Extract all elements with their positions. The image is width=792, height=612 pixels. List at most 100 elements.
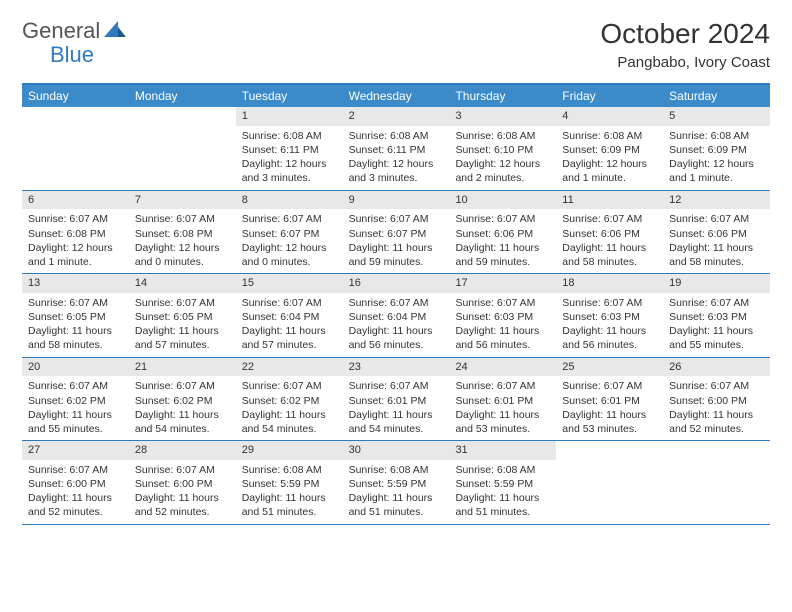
daylight-line: Daylight: 11 hours and 56 minutes. bbox=[562, 324, 657, 352]
sunrise-line: Sunrise: 6:07 AM bbox=[669, 212, 764, 226]
daylight-line: Daylight: 11 hours and 58 minutes. bbox=[28, 324, 123, 352]
dow-cell: Wednesday bbox=[343, 85, 450, 107]
day-body: Sunrise: 6:07 AMSunset: 6:06 PMDaylight:… bbox=[449, 209, 556, 273]
logo-triangle-icon bbox=[104, 21, 126, 42]
day-cell: 20Sunrise: 6:07 AMSunset: 6:02 PMDayligh… bbox=[22, 358, 129, 441]
logo: General bbox=[22, 18, 128, 44]
daylight-line: Daylight: 11 hours and 55 minutes. bbox=[28, 408, 123, 436]
daylight-line: Daylight: 11 hours and 57 minutes. bbox=[135, 324, 230, 352]
day-cell: 29Sunrise: 6:08 AMSunset: 5:59 PMDayligh… bbox=[236, 441, 343, 524]
sunset-line: Sunset: 6:03 PM bbox=[562, 310, 657, 324]
day-cell: 11Sunrise: 6:07 AMSunset: 6:06 PMDayligh… bbox=[556, 191, 663, 274]
week-row: 13Sunrise: 6:07 AMSunset: 6:05 PMDayligh… bbox=[22, 274, 770, 358]
day-number: 20 bbox=[22, 358, 129, 377]
daylight-line: Daylight: 11 hours and 51 minutes. bbox=[242, 491, 337, 519]
dow-cell: Friday bbox=[556, 85, 663, 107]
week-row: 6Sunrise: 6:07 AMSunset: 6:08 PMDaylight… bbox=[22, 191, 770, 275]
sunrise-line: Sunrise: 6:07 AM bbox=[135, 296, 230, 310]
sunrise-line: Sunrise: 6:08 AM bbox=[669, 129, 764, 143]
daylight-line: Daylight: 12 hours and 2 minutes. bbox=[455, 157, 550, 185]
day-body: Sunrise: 6:07 AMSunset: 6:03 PMDaylight:… bbox=[449, 293, 556, 357]
day-cell: 4Sunrise: 6:08 AMSunset: 6:09 PMDaylight… bbox=[556, 107, 663, 190]
day-body: Sunrise: 6:07 AMSunset: 6:00 PMDaylight:… bbox=[22, 460, 129, 524]
day-body: Sunrise: 6:08 AMSunset: 5:59 PMDaylight:… bbox=[449, 460, 556, 524]
sunset-line: Sunset: 6:08 PM bbox=[28, 227, 123, 241]
day-body: Sunrise: 6:07 AMSunset: 6:06 PMDaylight:… bbox=[663, 209, 770, 273]
day-number: 2 bbox=[343, 107, 450, 126]
day-body: Sunrise: 6:07 AMSunset: 6:03 PMDaylight:… bbox=[663, 293, 770, 357]
sunrise-line: Sunrise: 6:08 AM bbox=[455, 129, 550, 143]
sunset-line: Sunset: 6:03 PM bbox=[669, 310, 764, 324]
day-number: 15 bbox=[236, 274, 343, 293]
calendar: SundayMondayTuesdayWednesdayThursdayFrid… bbox=[22, 83, 770, 525]
day-body: Sunrise: 6:07 AMSunset: 6:01 PMDaylight:… bbox=[449, 376, 556, 440]
sunrise-line: Sunrise: 6:08 AM bbox=[455, 463, 550, 477]
day-body: Sunrise: 6:07 AMSunset: 6:04 PMDaylight:… bbox=[343, 293, 450, 357]
location: Pangbabo, Ivory Coast bbox=[600, 54, 770, 71]
day-number: 12 bbox=[663, 191, 770, 210]
sunrise-line: Sunrise: 6:07 AM bbox=[455, 212, 550, 226]
sunset-line: Sunset: 6:05 PM bbox=[28, 310, 123, 324]
sunset-line: Sunset: 6:08 PM bbox=[135, 227, 230, 241]
day-cell: 12Sunrise: 6:07 AMSunset: 6:06 PMDayligh… bbox=[663, 191, 770, 274]
day-cell: 27Sunrise: 6:07 AMSunset: 6:00 PMDayligh… bbox=[22, 441, 129, 524]
day-number: 5 bbox=[663, 107, 770, 126]
day-cell: 6Sunrise: 6:07 AMSunset: 6:08 PMDaylight… bbox=[22, 191, 129, 274]
day-number: 31 bbox=[449, 441, 556, 460]
day-cell: 30Sunrise: 6:08 AMSunset: 5:59 PMDayligh… bbox=[343, 441, 450, 524]
sunset-line: Sunset: 6:02 PM bbox=[28, 394, 123, 408]
days-of-week-row: SundayMondayTuesdayWednesdayThursdayFrid… bbox=[22, 85, 770, 107]
day-body: Sunrise: 6:07 AMSunset: 6:01 PMDaylight:… bbox=[343, 376, 450, 440]
day-number: 27 bbox=[22, 441, 129, 460]
logo-text-general: General bbox=[22, 18, 100, 44]
day-number: 4 bbox=[556, 107, 663, 126]
day-cell: 17Sunrise: 6:07 AMSunset: 6:03 PMDayligh… bbox=[449, 274, 556, 357]
day-cell: 26Sunrise: 6:07 AMSunset: 6:00 PMDayligh… bbox=[663, 358, 770, 441]
logo-text-blue-wrap: Blue bbox=[22, 42, 94, 68]
sunset-line: Sunset: 6:00 PM bbox=[669, 394, 764, 408]
week-row: 20Sunrise: 6:07 AMSunset: 6:02 PMDayligh… bbox=[22, 358, 770, 442]
day-body: Sunrise: 6:08 AMSunset: 5:59 PMDaylight:… bbox=[343, 460, 450, 524]
sunrise-line: Sunrise: 6:07 AM bbox=[135, 379, 230, 393]
daylight-line: Daylight: 12 hours and 3 minutes. bbox=[349, 157, 444, 185]
day-cell: 7Sunrise: 6:07 AMSunset: 6:08 PMDaylight… bbox=[129, 191, 236, 274]
day-number: 24 bbox=[449, 358, 556, 377]
day-cell: 9Sunrise: 6:07 AMSunset: 6:07 PMDaylight… bbox=[343, 191, 450, 274]
day-body: Sunrise: 6:07 AMSunset: 6:08 PMDaylight:… bbox=[129, 209, 236, 273]
day-number: 13 bbox=[22, 274, 129, 293]
sunrise-line: Sunrise: 6:07 AM bbox=[669, 379, 764, 393]
sunrise-line: Sunrise: 6:07 AM bbox=[455, 379, 550, 393]
day-body: Sunrise: 6:07 AMSunset: 6:01 PMDaylight:… bbox=[556, 376, 663, 440]
day-number: 1 bbox=[236, 107, 343, 126]
day-cell: 25Sunrise: 6:07 AMSunset: 6:01 PMDayligh… bbox=[556, 358, 663, 441]
sunset-line: Sunset: 6:00 PM bbox=[28, 477, 123, 491]
sunrise-line: Sunrise: 6:08 AM bbox=[242, 463, 337, 477]
day-cell: 23Sunrise: 6:07 AMSunset: 6:01 PMDayligh… bbox=[343, 358, 450, 441]
dow-cell: Saturday bbox=[663, 85, 770, 107]
sunset-line: Sunset: 6:00 PM bbox=[135, 477, 230, 491]
day-body: Sunrise: 6:07 AMSunset: 6:02 PMDaylight:… bbox=[129, 376, 236, 440]
daylight-line: Daylight: 11 hours and 54 minutes. bbox=[135, 408, 230, 436]
sunrise-line: Sunrise: 6:07 AM bbox=[28, 296, 123, 310]
daylight-line: Daylight: 11 hours and 55 minutes. bbox=[669, 324, 764, 352]
day-body: Sunrise: 6:07 AMSunset: 6:08 PMDaylight:… bbox=[22, 209, 129, 273]
daylight-line: Daylight: 11 hours and 59 minutes. bbox=[455, 241, 550, 269]
dow-cell: Thursday bbox=[449, 85, 556, 107]
day-cell: 24Sunrise: 6:07 AMSunset: 6:01 PMDayligh… bbox=[449, 358, 556, 441]
day-cell: 21Sunrise: 6:07 AMSunset: 6:02 PMDayligh… bbox=[129, 358, 236, 441]
sunset-line: Sunset: 5:59 PM bbox=[455, 477, 550, 491]
day-number: 18 bbox=[556, 274, 663, 293]
day-number: 21 bbox=[129, 358, 236, 377]
sunset-line: Sunset: 6:09 PM bbox=[669, 143, 764, 157]
title-block: October 2024 Pangbabo, Ivory Coast bbox=[600, 18, 770, 71]
day-body: Sunrise: 6:08 AMSunset: 6:10 PMDaylight:… bbox=[449, 126, 556, 190]
sunrise-line: Sunrise: 6:07 AM bbox=[562, 379, 657, 393]
sunrise-line: Sunrise: 6:07 AM bbox=[349, 296, 444, 310]
sunrise-line: Sunrise: 6:07 AM bbox=[455, 296, 550, 310]
day-number: 16 bbox=[343, 274, 450, 293]
day-number: 30 bbox=[343, 441, 450, 460]
daylight-line: Daylight: 11 hours and 53 minutes. bbox=[455, 408, 550, 436]
day-number: 9 bbox=[343, 191, 450, 210]
day-body: Sunrise: 6:07 AMSunset: 6:05 PMDaylight:… bbox=[129, 293, 236, 357]
day-number: 29 bbox=[236, 441, 343, 460]
